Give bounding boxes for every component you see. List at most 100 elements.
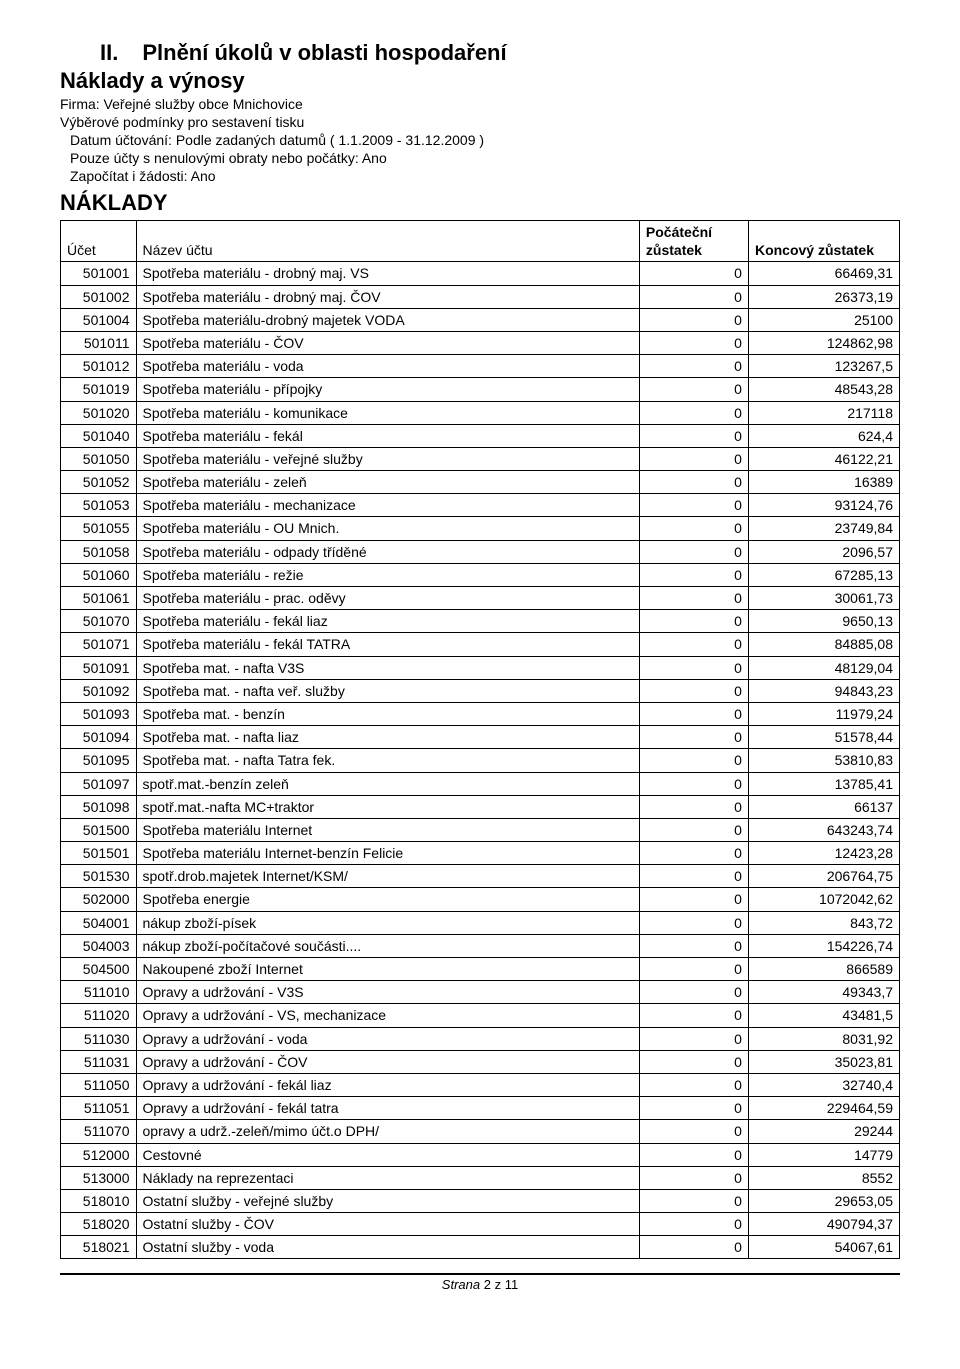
cell-pocatecni: 0	[639, 308, 748, 331]
cell-pocatecni: 0	[639, 818, 748, 841]
cell-nazev: Opravy a udržování - V3S	[136, 981, 639, 1004]
col-pocatecni: Počáteční zůstatek	[639, 221, 748, 262]
table-row: 501060Spotřeba materiálu - režie067285,1…	[61, 563, 900, 586]
cell-koncovy: 46122,21	[748, 447, 899, 470]
meta-zapocitat: Započítat i žádosti: Ano	[70, 168, 900, 184]
table-row: 501012Spotřeba materiálu - voda0123267,5	[61, 355, 900, 378]
cell-ucet: 501040	[61, 424, 137, 447]
cell-ucet: 501500	[61, 818, 137, 841]
section-title: Plnění úkolů v oblasti hospodaření	[142, 40, 506, 66]
cell-pocatecni: 0	[639, 331, 748, 354]
table-row: 501093Spotřeba mat. - benzín011979,24	[61, 702, 900, 725]
table-row: 513000Náklady na reprezentaci08552	[61, 1166, 900, 1189]
table-row: 501020Spotřeba materiálu - komunikace021…	[61, 401, 900, 424]
table-row: 501053Spotřeba materiálu - mechanizace09…	[61, 494, 900, 517]
cell-nazev: Spotřeba materiálu Internet-benzín Felic…	[136, 842, 639, 865]
cell-koncovy: 23749,84	[748, 517, 899, 540]
cell-koncovy: 66469,31	[748, 262, 899, 285]
cell-pocatecni: 0	[639, 934, 748, 957]
footer-z: z	[491, 1277, 505, 1292]
cell-koncovy: 67285,13	[748, 563, 899, 586]
cell-ucet: 504500	[61, 958, 137, 981]
cell-nazev: Spotřeba materiálu - přípojky	[136, 378, 639, 401]
cell-koncovy: 29244	[748, 1120, 899, 1143]
cell-ucet: 518021	[61, 1236, 137, 1259]
cell-nazev: Spotřeba materiálu - ČOV	[136, 331, 639, 354]
cell-ucet: 513000	[61, 1166, 137, 1189]
cell-koncovy: 43481,5	[748, 1004, 899, 1027]
cell-ucet: 501012	[61, 355, 137, 378]
cell-pocatecni: 0	[639, 563, 748, 586]
cell-ucet: 501058	[61, 540, 137, 563]
table-header-row: Účet Název účtu Počáteční zůstatek Konco…	[61, 221, 900, 262]
cell-pocatecni: 0	[639, 1097, 748, 1120]
footer-strana: Strana	[442, 1277, 484, 1292]
table-row: 501052Spotřeba materiálu - zeleň016389	[61, 471, 900, 494]
cell-ucet: 501071	[61, 633, 137, 656]
cell-koncovy: 53810,83	[748, 749, 899, 772]
cell-koncovy: 2096,57	[748, 540, 899, 563]
cell-nazev: Opravy a udržování - ČOV	[136, 1050, 639, 1073]
cell-nazev: spotř.mat.-nafta MC+traktor	[136, 795, 639, 818]
cell-pocatecni: 0	[639, 633, 748, 656]
cell-nazev: Spotřeba materiálu - veřejné služby	[136, 447, 639, 470]
table-row: 501501Spotřeba materiálu Internet-benzín…	[61, 842, 900, 865]
cell-koncovy: 8552	[748, 1166, 899, 1189]
table-row: 504500Nakoupené zboží Internet0866589	[61, 958, 900, 981]
table-row: 501070Spotřeba materiálu - fekál liaz096…	[61, 610, 900, 633]
table-row: 501095Spotřeba mat. - nafta Tatra fek.05…	[61, 749, 900, 772]
cell-nazev: Spotřeba mat. - nafta liaz	[136, 726, 639, 749]
table-row: 501530spotř.drob.majetek Internet/KSM/02…	[61, 865, 900, 888]
table-row: 512000Cestovné014779	[61, 1143, 900, 1166]
footer-page: 2	[484, 1277, 491, 1292]
table-row: 501097spotř.mat.-benzín zeleň013785,41	[61, 772, 900, 795]
cell-nazev: Spotřeba mat. - nafta veř. služby	[136, 679, 639, 702]
cell-ucet: 511030	[61, 1027, 137, 1050]
cell-ucet: 501094	[61, 726, 137, 749]
section-heading: II. Plnění úkolů v oblasti hospodaření	[60, 40, 900, 66]
cell-pocatecni: 0	[639, 958, 748, 981]
cell-nazev: Spotřeba materiálu - prac. oděvy	[136, 587, 639, 610]
cell-nazev: Spotřeba materiálu - zeleň	[136, 471, 639, 494]
cell-nazev: nákup zboží-počítačové součásti....	[136, 934, 639, 957]
cell-koncovy: 51578,44	[748, 726, 899, 749]
cell-ucet: 501060	[61, 563, 137, 586]
subtitle: Náklady a výnosy	[60, 68, 900, 94]
naklady-title: NÁKLADY	[60, 190, 900, 216]
cell-ucet: 511010	[61, 981, 137, 1004]
cell-koncovy: 94843,23	[748, 679, 899, 702]
cell-pocatecni: 0	[639, 1120, 748, 1143]
cell-nazev: Spotřeba mat. - benzín	[136, 702, 639, 725]
table-row: 518021Ostatní služby - voda054067,61	[61, 1236, 900, 1259]
cell-pocatecni: 0	[639, 285, 748, 308]
table-row: 501011Spotřeba materiálu - ČOV0124862,98	[61, 331, 900, 354]
cell-ucet: 501020	[61, 401, 137, 424]
table-row: 501004Spotřeba materiálu-drobný majetek …	[61, 308, 900, 331]
cell-pocatecni: 0	[639, 610, 748, 633]
table-row: 518010Ostatní služby - veřejné služby029…	[61, 1189, 900, 1212]
table-row: 511031Opravy a udržování - ČOV035023,81	[61, 1050, 900, 1073]
table-row: 501091Spotřeba mat. - nafta V3S048129,04	[61, 656, 900, 679]
cell-ucet: 501501	[61, 842, 137, 865]
cell-nazev: Opravy a udržování - VS, mechanizace	[136, 1004, 639, 1027]
cell-pocatecni: 0	[639, 1213, 748, 1236]
cell-koncovy: 490794,37	[748, 1213, 899, 1236]
cell-nazev: Opravy a udržování - fekál liaz	[136, 1073, 639, 1096]
cell-ucet: 501097	[61, 772, 137, 795]
table-row: 501050Spotřeba materiálu - veřejné služb…	[61, 447, 900, 470]
cell-koncovy: 624,4	[748, 424, 899, 447]
cell-nazev: Spotřeba materiálu - mechanizace	[136, 494, 639, 517]
cell-pocatecni: 0	[639, 517, 748, 540]
table-row: 501094Spotřeba mat. - nafta liaz051578,4…	[61, 726, 900, 749]
cell-ucet: 518010	[61, 1189, 137, 1212]
cell-pocatecni: 0	[639, 1189, 748, 1212]
cell-nazev: Spotřeba materiálu - OU Mnich.	[136, 517, 639, 540]
cell-koncovy: 8031,92	[748, 1027, 899, 1050]
cell-pocatecni: 0	[639, 587, 748, 610]
table-row: 501071Spotřeba materiálu - fekál TATRA08…	[61, 633, 900, 656]
cell-pocatecni: 0	[639, 424, 748, 447]
cell-nazev: Spotřeba materiálu - fekál	[136, 424, 639, 447]
cell-pocatecni: 0	[639, 1073, 748, 1096]
cell-pocatecni: 0	[639, 772, 748, 795]
cell-ucet: 501098	[61, 795, 137, 818]
